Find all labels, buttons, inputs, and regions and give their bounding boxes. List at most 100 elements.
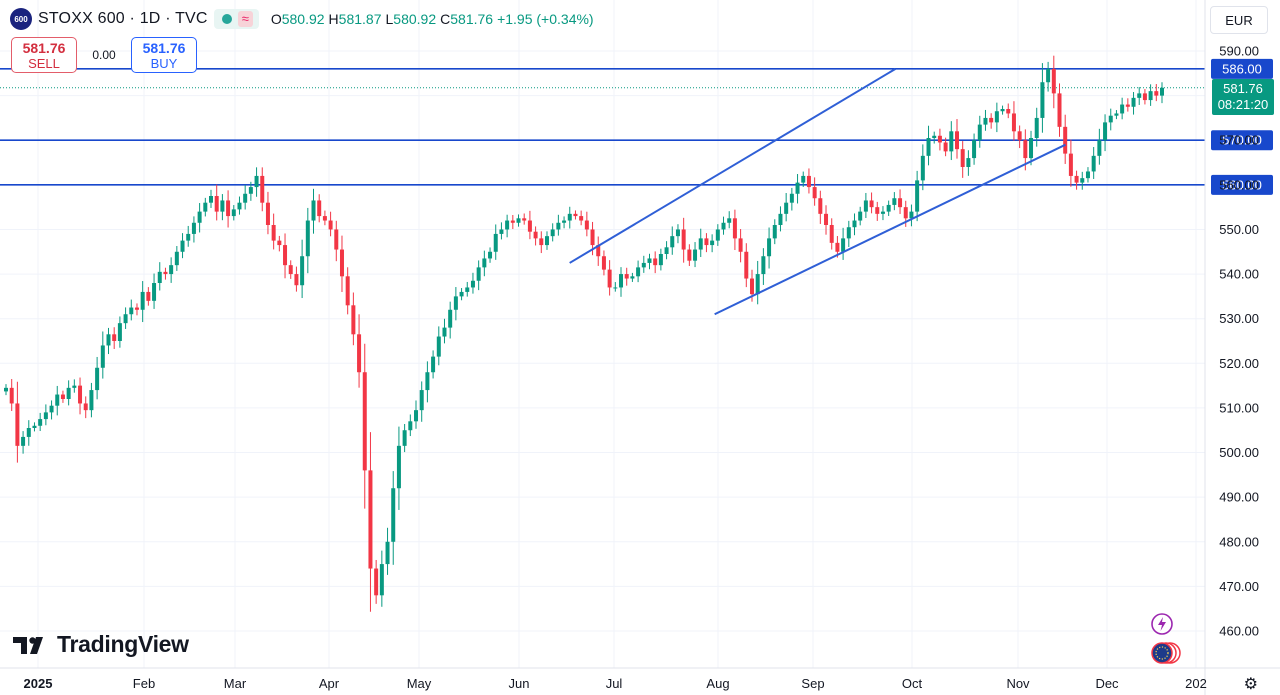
trend-line[interactable] — [714, 143, 1066, 316]
candle-body — [1051, 68, 1056, 94]
candle-body — [15, 403, 20, 446]
trend-line[interactable] — [569, 67, 897, 264]
sell-price: 581.76 — [22, 40, 66, 56]
x-tick-label: Jun — [509, 676, 530, 691]
candle-body — [436, 336, 441, 357]
ohlc-key: H — [328, 11, 339, 27]
symbol-title[interactable]: STOXX 600 · 1D · TVC — [38, 10, 208, 27]
y-tick-label: 460.00 — [1219, 624, 1259, 639]
candle-body — [778, 213, 783, 225]
candle-body — [1148, 91, 1153, 101]
candle-body — [607, 269, 612, 288]
candle-body — [550, 229, 555, 237]
candle-body — [1160, 87, 1164, 96]
candle-body — [704, 238, 709, 246]
candle-body — [414, 410, 419, 422]
sell-button[interactable]: 581.76 SELL — [11, 37, 77, 73]
x-tick-label: Jul — [606, 676, 623, 691]
candle-body — [1137, 93, 1142, 98]
candle-body — [425, 372, 430, 391]
candle-body — [4, 387, 8, 392]
candle-body — [60, 394, 65, 399]
candle-body — [345, 276, 350, 306]
candle-body — [231, 209, 236, 217]
candle-body — [898, 198, 903, 208]
candle-body — [180, 240, 185, 252]
candle-body — [932, 135, 937, 138]
y-tick-label: 550.00 — [1219, 222, 1259, 237]
candle-body — [408, 421, 413, 431]
candle-body — [573, 213, 578, 217]
level-tag-label: 586.00 — [1222, 61, 1262, 76]
trend-lines[interactable] — [569, 67, 1066, 316]
candlestick-series — [4, 55, 1164, 612]
candle-body — [937, 135, 942, 143]
candle-body — [237, 202, 242, 210]
horizontal-levels[interactable]: 586.00 570.00 560.00 — [0, 58, 1273, 195]
candle-body — [226, 200, 231, 217]
candle-body — [567, 213, 572, 221]
candle-body — [385, 541, 390, 565]
lightning-icon[interactable] — [1150, 612, 1174, 636]
candle-body — [1125, 104, 1130, 107]
candle-body — [100, 345, 105, 368]
level-tag-label: 560.00 — [1222, 177, 1262, 192]
candle-body — [767, 238, 772, 257]
time-axis[interactable]: 2025 Feb Mar Apr May Jun Jul Aug Sep Oct Nov Dec 202 — [0, 667, 1280, 691]
candle-body — [784, 202, 789, 214]
candle-body — [49, 405, 54, 413]
candle-body — [499, 229, 504, 234]
candle-body — [488, 251, 493, 259]
candle-body — [533, 231, 538, 239]
candle-body — [174, 251, 179, 266]
candle-body — [379, 564, 384, 596]
events-icon[interactable] — [1148, 640, 1184, 666]
ohlc-value: 581.76 — [450, 11, 494, 27]
candle-body — [146, 291, 151, 301]
candle-body — [95, 367, 100, 391]
x-tick-label: Sep — [801, 676, 824, 691]
candle-body — [254, 175, 259, 188]
candle-body — [1103, 122, 1108, 141]
candle-body — [300, 256, 305, 286]
candle-body — [459, 291, 464, 297]
candle-body — [949, 131, 954, 152]
candle-body — [994, 111, 999, 123]
candle-body — [317, 200, 322, 217]
candle-body — [134, 307, 139, 310]
candle-body — [1029, 138, 1034, 159]
candle-body — [1120, 104, 1125, 114]
candle-body — [106, 334, 111, 346]
ohlc-item: +1.95 (+0.34%) — [497, 11, 594, 27]
candle-body — [470, 280, 475, 288]
candle-body — [818, 198, 823, 214]
tradingview-logo[interactable]: TradingView — [13, 631, 189, 658]
last-price-value: 581.76 — [1223, 80, 1263, 96]
spread-value: 0.00 — [92, 48, 116, 62]
candle-body — [698, 238, 703, 250]
currency-select[interactable]: EUR — [1210, 6, 1268, 34]
candle-body — [328, 220, 333, 230]
price-axis[interactable]: 590.00580.00570.00560.00550.00540.00530.… — [1204, 0, 1259, 695]
candle-body — [892, 198, 897, 205]
buy-button[interactable]: 581.76 BUY — [131, 37, 197, 73]
x-tick-label: Feb — [133, 676, 155, 691]
candle-body — [214, 196, 219, 212]
candle-body — [539, 238, 544, 246]
x-tick-label: May — [407, 676, 432, 691]
candle-body — [562, 220, 567, 223]
candle-body — [163, 271, 168, 275]
candle-body — [954, 131, 959, 150]
candle-body — [83, 403, 88, 411]
gear-icon[interactable]: ⚙ — [1243, 676, 1258, 693]
status-pill[interactable]: ≈ — [213, 9, 259, 29]
candle-body — [1011, 113, 1016, 132]
candle-body — [835, 242, 840, 252]
ohlc-key: O — [270, 11, 282, 27]
x-tick-label: Nov — [1006, 676, 1030, 691]
candle-body — [311, 200, 316, 221]
candle-body — [522, 218, 527, 221]
ohlc-item: C581.76 — [440, 11, 493, 27]
candle-body — [647, 258, 652, 263]
